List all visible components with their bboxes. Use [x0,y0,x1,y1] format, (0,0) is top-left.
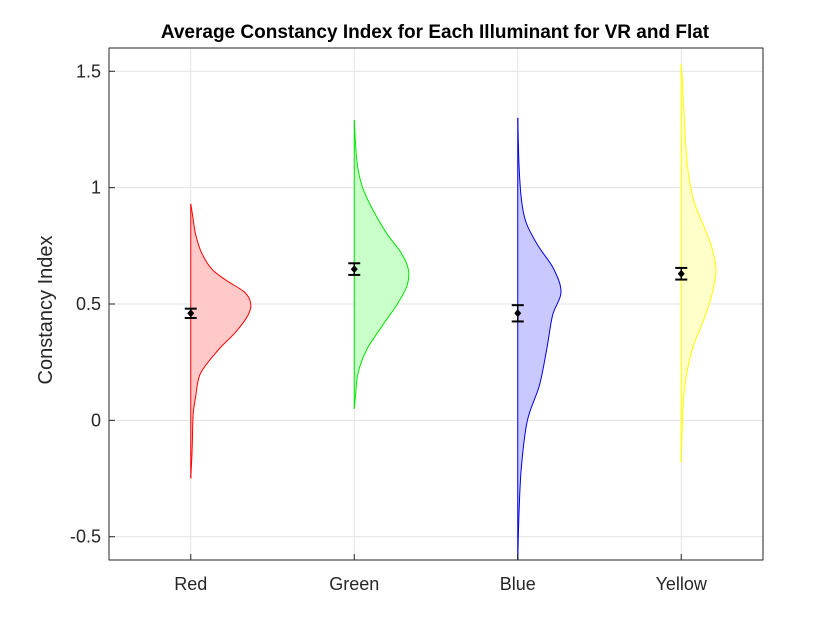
y-tick-label: 0.5 [76,294,101,314]
y-axis-ticks: -0.5 0 0.5 1 1.5 [70,61,115,547]
mean-marker-green [350,265,358,274]
x-tick-label: Blue [500,574,536,594]
x-tick-label: Red [174,574,207,594]
chart-title: Average Constancy Index for Each Illumin… [161,22,710,43]
y-axis-label: Constancy Index [35,236,57,385]
mean-marker-yellow [677,269,685,278]
mean-marker-red [187,309,195,318]
violin-green-outline [353,120,410,409]
violin-red-fill [190,203,251,479]
violin-green-fill [354,120,409,409]
y-tick-label: 1.5 [76,61,101,81]
violin-yellow-outline [680,64,717,463]
violin-blue-fill [517,117,562,561]
x-tick-label: Yellow [656,574,708,594]
x-axis-ticks: Red Green Blue Yellow [174,554,708,594]
x-tick-label: Green [329,574,379,594]
violin-blue-outline [517,117,562,561]
y-tick-label: 1 [91,178,101,198]
violin-red-outline [190,203,252,479]
mean-markers [184,262,688,323]
y-tick-label: 0 [91,410,101,430]
y-tick-label: -0.5 [70,527,101,547]
mean-marker-blue [514,309,522,318]
violin-yellow-fill [681,64,717,463]
